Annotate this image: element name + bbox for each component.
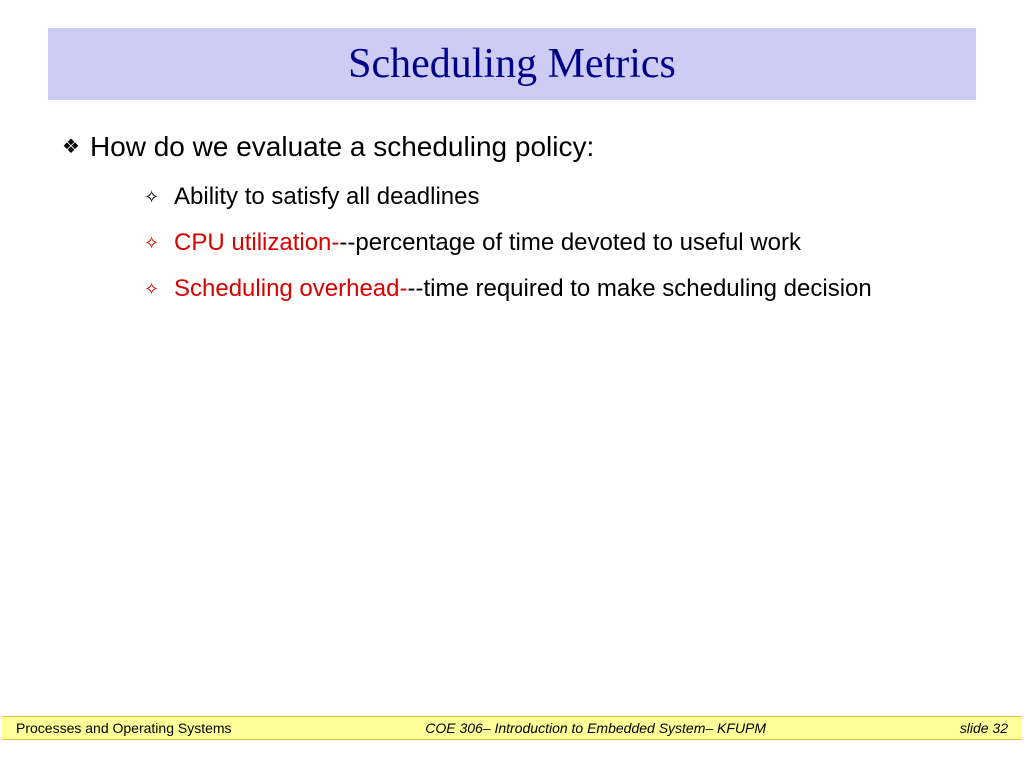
bullet-level1: ❖ How do we evaluate a scheduling policy… xyxy=(62,130,964,164)
slide-title: Scheduling Metrics xyxy=(348,40,676,88)
bullet-level2-text: CPU utilization---percentage of time dev… xyxy=(174,228,801,258)
open-diamond-icon: ✧ xyxy=(144,182,162,212)
bullet-level2-text: Scheduling overhead---time required to m… xyxy=(174,274,872,304)
footer-right: slide 32 xyxy=(960,720,1008,736)
slide-footer: Processes and Operating Systems COE 306–… xyxy=(2,716,1022,740)
bullet-level1-text: How do we evaluate a scheduling policy: xyxy=(90,130,594,164)
title-bar: Scheduling Metrics xyxy=(48,28,976,100)
bullet-level2: ✧ Ability to satisfy all deadlines xyxy=(144,182,964,212)
bullet-level2: ✧ CPU utilization---percentage of time d… xyxy=(144,228,964,258)
bullet-level2-text: Ability to satisfy all deadlines xyxy=(174,182,479,212)
footer-center: COE 306– Introduction to Embedded System… xyxy=(232,720,960,736)
diamond-bullet-icon: ❖ xyxy=(62,130,80,164)
bullet-level2: ✧ Scheduling overhead---time required to… xyxy=(144,274,964,304)
open-diamond-icon: ✧ xyxy=(144,274,162,304)
footer-left: Processes and Operating Systems xyxy=(16,720,232,736)
slide-body: ❖ How do we evaluate a scheduling policy… xyxy=(62,130,964,320)
open-diamond-icon: ✧ xyxy=(144,228,162,258)
